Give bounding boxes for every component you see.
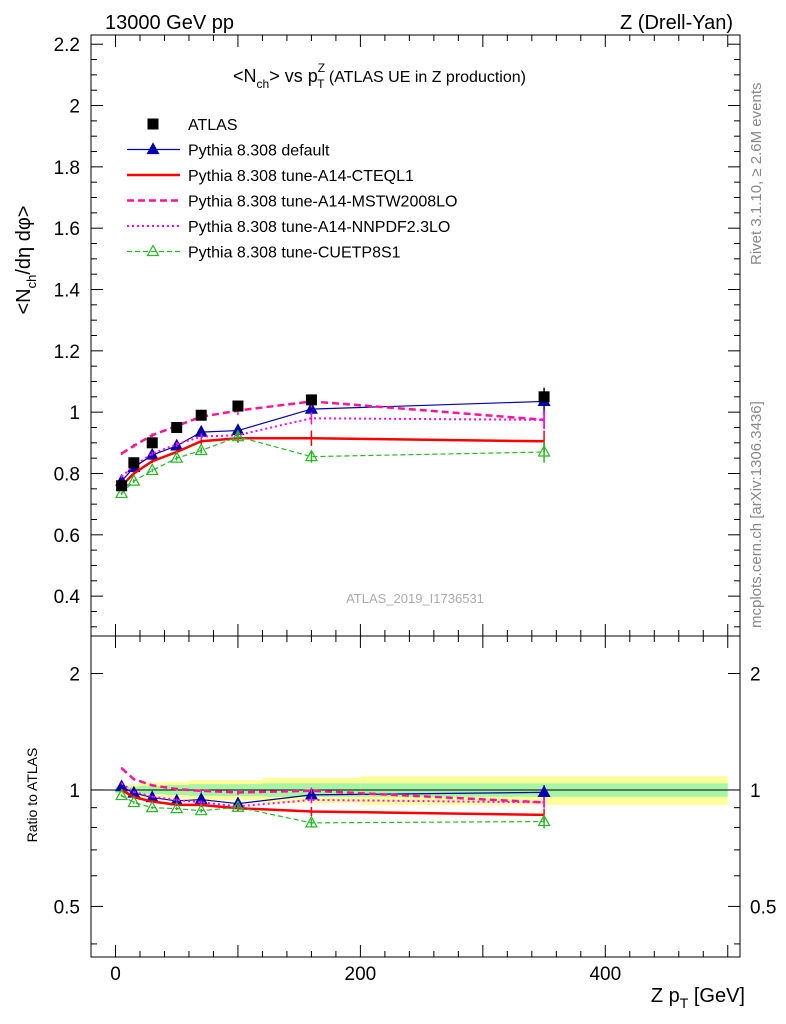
main-point-data [195, 409, 207, 421]
ratio-y-tick-label: 1 [69, 781, 80, 802]
ylabel-a: <N [13, 288, 35, 314]
x-tick-label: 200 [345, 964, 377, 985]
y-tick-label: 0.6 [54, 526, 80, 547]
main-point-cuetp8s1 [145, 463, 159, 476]
y-tick-label: 1.2 [54, 342, 80, 363]
y-tick-label: 1.6 [54, 219, 80, 240]
mcplots-text: mcplots.cern.ch [arXiv:1306.3436] [748, 401, 765, 628]
y-tick-label: 0.4 [54, 587, 81, 608]
legend-label-a14cteql1: Pythia 8.308 tune-A14-CTEQL1 [188, 168, 414, 185]
xlabel-b: [GeV] [688, 985, 745, 1007]
ratio-point-cuetp8s1 [537, 814, 551, 827]
ratio-point-default [537, 785, 551, 797]
y-tick-label: 0.8 [54, 464, 80, 485]
title-mid-sup: Z [318, 61, 325, 75]
ratio-panel-series [115, 767, 551, 829]
ratio-point-cuetp8s1 [194, 803, 208, 816]
legend-label-a14nnpdf: Pythia 8.308 tune-A14-NNPDF2.3LO [188, 219, 450, 236]
xlabel-a-sub: T [680, 995, 689, 1011]
analysis-watermark: ATLAS_2019_I1736531 [346, 591, 484, 606]
ratio-point-cuetp8s1 [145, 800, 159, 813]
ratio-y-tick-label-right: 2 [750, 664, 761, 685]
y-tick-label: 1 [69, 403, 80, 424]
legend-label-default: Pythia 8.308 default [188, 143, 330, 160]
y-tick-label: 2 [69, 97, 80, 118]
ratio-line-cuetp8s1 [121, 795, 545, 824]
main-panel-axes: 0.4 0.6 0.8 1 1.2 1.4 1.6 1.8 2 2.2 [54, 34, 741, 637]
ratio-y-tick-label: 0.5 [54, 897, 80, 918]
ratio-y-tick-label-right: 1 [750, 781, 761, 802]
xlabel-a: Z p [651, 985, 680, 1007]
ratio-point-cuetp8s1 [304, 815, 318, 828]
main-point-data [305, 394, 317, 406]
ratio-point-cuetp8s1 [170, 801, 184, 814]
title-suffix: (ATLAS UE in Z production) [324, 69, 526, 86]
title-prefix-sub: ch [257, 77, 270, 91]
main-point-data [232, 400, 244, 412]
y-tick-label: 2.2 [54, 35, 80, 56]
ratio-y-tick-label: 2 [69, 664, 80, 685]
legend-label-data: ATLAS [188, 117, 238, 134]
ratio-point-cuetp8s1 [231, 800, 245, 812]
ratio-point-cuetp8s1 [127, 795, 141, 808]
legend: ATLAS Pythia 8.308 default Pythia 8.308 tu… [127, 117, 457, 262]
ratio-y-tick-label-right: 0.5 [750, 897, 776, 918]
x-tick-label: 400 [589, 964, 621, 985]
main-line-a14mstw [120, 400, 545, 455]
plot-title: <Nch> vs pZ T (ATLAS UE in Z production) [233, 61, 526, 91]
main-point-cuetp8s1 [170, 450, 184, 463]
main-line-a14cteql1 [120, 436, 545, 487]
ylabel-b: /dη dφ> [13, 206, 35, 275]
title-mid-sub: T [317, 77, 325, 91]
main-point-cuetp8s1 [537, 444, 551, 457]
title-prefix: <N [233, 66, 257, 86]
header-right: Z (Drell-Yan) [620, 12, 733, 34]
x-axis-label: Z pT [GeV] [651, 985, 745, 1011]
main-point-data [128, 457, 140, 469]
y-tick-label: 1.4 [54, 281, 81, 302]
main-point-data [116, 480, 128, 492]
title-mid: > vs p [269, 66, 318, 86]
legend-marker-cuetp8s1 [146, 244, 160, 257]
ratio-panel-frame [90, 635, 741, 958]
legend-marker-default [146, 142, 160, 155]
ratio-panel-axes: 0 200 400 0.5 0.5 1 1 2 2 [54, 635, 776, 985]
ratio-line-a14cteql1 [120, 788, 545, 817]
main-point-data [171, 421, 183, 433]
x-tick-label: 0 [110, 964, 121, 985]
main-point-data [146, 437, 158, 449]
ratio-y-axis-label: Ratio to ATLAS [24, 748, 40, 843]
ratio-line-a14mstw [120, 767, 545, 804]
main-line-cuetp8s1 [121, 436, 545, 494]
main-point-cuetp8s1 [194, 443, 208, 456]
y-tick-label: 1.8 [54, 158, 80, 179]
ratio-line-a14nnpdf [121, 782, 545, 808]
main-y-axis-label: <Nch/dη dφ> [13, 206, 39, 315]
main-point-cuetp8s1 [231, 429, 245, 442]
legend-label-cuetp8s1: Pythia 8.308 tune-CUETP8S1 [188, 245, 401, 262]
main-point-cuetp8s1 [127, 473, 141, 486]
legend-marker-data [147, 118, 159, 130]
legend-label-a14mstw: Pythia 8.308 tune-A14-MSTW2008LO [188, 194, 457, 211]
main-point-cuetp8s1 [115, 486, 129, 499]
ylabel-a-sub: ch [24, 275, 39, 289]
main-panel-series [115, 387, 551, 499]
main-point-data [538, 391, 550, 403]
main-point-cuetp8s1 [304, 449, 318, 462]
ratio-point-cuetp8s1 [115, 788, 129, 801]
header-left: 13000 GeV pp [105, 12, 234, 34]
rivet-version-text: Rivet 3.1.10, ≥ 2.6M events [748, 83, 765, 266]
